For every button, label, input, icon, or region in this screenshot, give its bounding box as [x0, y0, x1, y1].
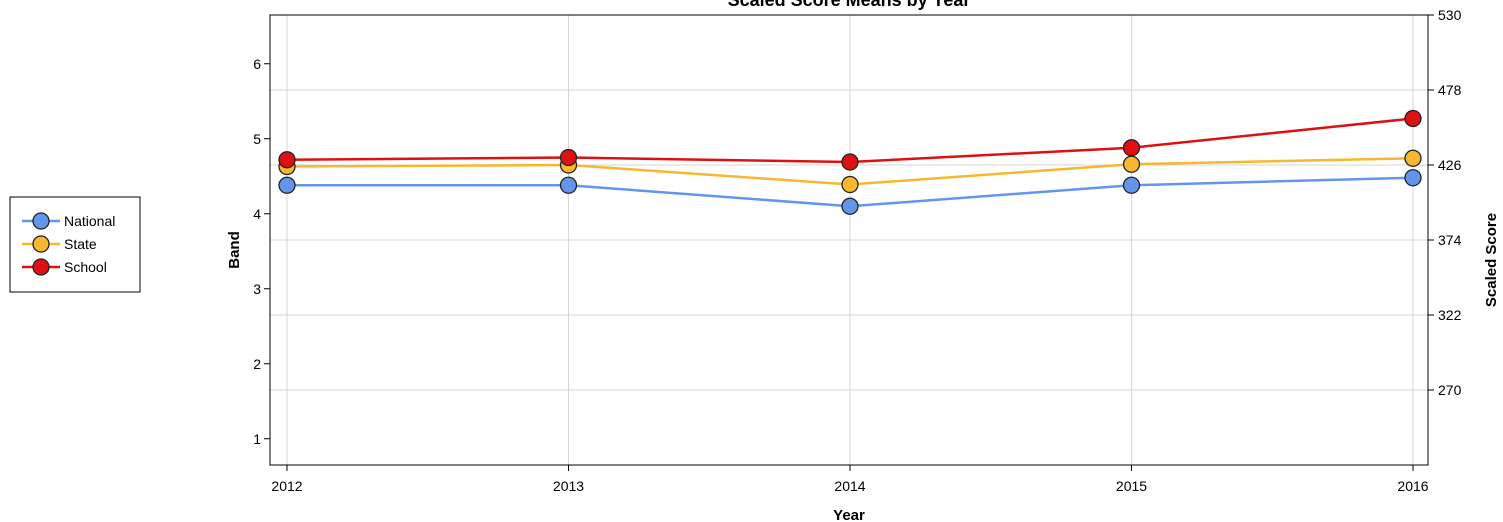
national-point	[1122, 176, 1141, 194]
school-point	[841, 153, 859, 171]
legend-swatch-marker-national	[32, 212, 50, 230]
right-tick-label: 426	[1438, 157, 1462, 173]
x-tick-label: 2016	[1397, 478, 1428, 494]
right-tick-label: 374	[1438, 232, 1462, 248]
national-point	[1404, 169, 1422, 187]
left-tick-label: 4	[253, 206, 261, 222]
right-tick-label: 270	[1438, 382, 1462, 398]
left-tick-label: 5	[253, 131, 261, 147]
right-tick-label: 322	[1438, 307, 1462, 323]
left-tick-label: 2	[253, 356, 261, 372]
right-tick-label: 530	[1438, 7, 1462, 23]
school-point	[278, 151, 296, 169]
state-point	[1404, 149, 1422, 167]
x-axis: 2012 2013 2014 2015 2016	[271, 465, 1429, 494]
x-tick-label: 2013	[553, 478, 584, 494]
left-tick-label: 1	[253, 431, 261, 447]
series-group	[278, 109, 1422, 215]
legend-swatch-marker-state	[32, 235, 50, 253]
state-point	[841, 175, 859, 194]
state-point	[1122, 155, 1141, 173]
school-point	[1122, 139, 1141, 157]
x-axis-title: Year	[833, 507, 865, 522]
legend: National State School	[9, 196, 141, 293]
chart-title: Scaled Score Means by Year	[728, 0, 971, 10]
national-point	[559, 176, 578, 194]
national-point	[841, 197, 859, 215]
gridlines	[270, 14, 1428, 465]
legend-swatch-marker-school	[32, 258, 50, 276]
national-point	[278, 176, 296, 194]
left-axis-title: Band	[226, 231, 243, 269]
right-axis-title: Scaled Score	[1483, 213, 1500, 307]
right-tick-label: 478	[1438, 82, 1462, 98]
school-point	[1404, 109, 1422, 128]
right-axis: 270 322 374 426 478 530	[1428, 7, 1462, 398]
left-tick-label: 6	[253, 56, 261, 72]
left-axis: 1 2 3 4 5 6	[253, 56, 270, 447]
left-tick-label: 3	[253, 281, 261, 297]
legend-label-national: National	[64, 213, 115, 229]
school-point	[559, 148, 578, 167]
x-tick-label: 2015	[1116, 478, 1147, 494]
legend-label-state: State	[64, 236, 97, 252]
legend-label-school: School	[64, 259, 107, 275]
x-tick-label: 2014	[834, 478, 865, 494]
x-tick-label: 2012	[271, 478, 302, 494]
